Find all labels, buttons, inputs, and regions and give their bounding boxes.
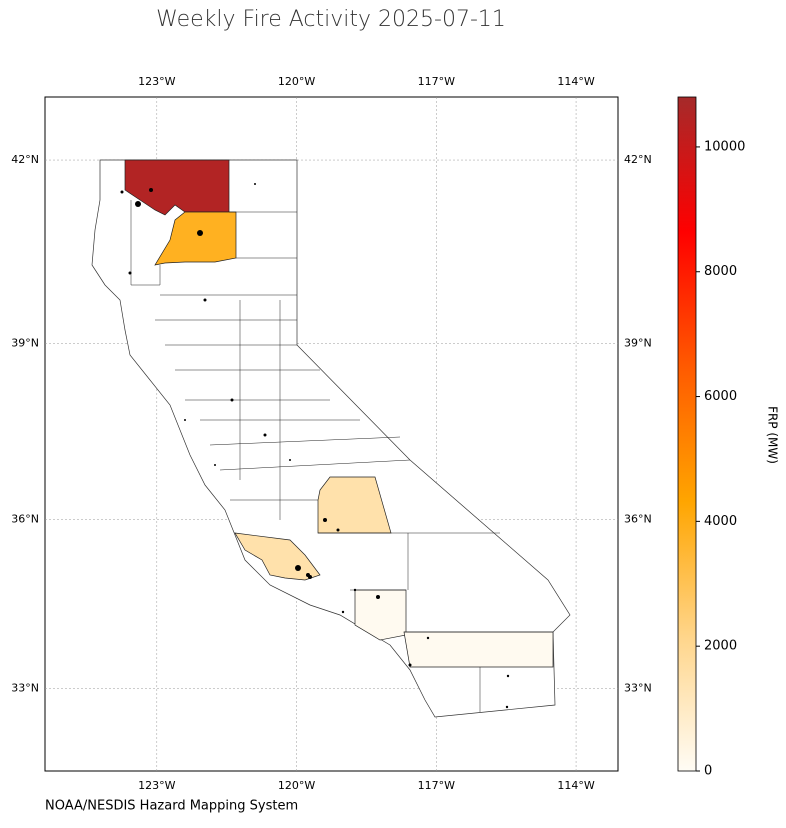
fire-detection [295, 565, 301, 571]
colorbar-tick-label: 2000 [704, 639, 737, 654]
x-tick-label: 117°W [418, 75, 455, 88]
colorbar-tick-label: 4000 [704, 514, 737, 529]
fire-detection [353, 588, 357, 592]
y-tick-label: 42°N [624, 153, 652, 166]
fire-detection [341, 610, 345, 614]
fire-detection [184, 419, 186, 421]
y-tick-label: 36°N [624, 512, 652, 525]
fire-detection [135, 201, 141, 207]
fire-detection [263, 433, 267, 437]
fire-detection [336, 528, 340, 532]
x-tick-label: 120°W [278, 75, 315, 88]
fire-detection [230, 398, 234, 402]
y-tick-label: 33°N [11, 682, 39, 695]
colorbar-tick-label: 6000 [704, 389, 737, 404]
fire-detection [128, 271, 132, 275]
y-tick-label: 33°N [624, 682, 652, 695]
colorbar-tick-label: 0 [704, 764, 712, 779]
x-tick-label: 123°W [138, 75, 175, 88]
fire-detection [203, 298, 207, 302]
colorbar-tick-label: 10000 [704, 139, 745, 154]
x-tick-label: 120°W [278, 779, 315, 792]
fire-detection [254, 183, 256, 185]
x-tick-label: 114°W [557, 75, 594, 88]
fire-detection [149, 188, 153, 192]
fire-detection [408, 663, 412, 667]
y-tick-label: 42°N [11, 153, 39, 166]
colorbar [677, 96, 697, 772]
fire-detection [120, 190, 124, 194]
colorbar-label: FRP (MW) [766, 406, 780, 464]
fire-detection [426, 636, 430, 640]
fire-detection [308, 575, 312, 579]
colorbar-tick-label: 8000 [704, 264, 737, 279]
y-tick-label: 39°N [624, 336, 652, 349]
fire-detection [289, 459, 291, 461]
fire-detection [323, 518, 327, 522]
x-tick-label: 123°W [138, 779, 175, 792]
fire-detection [376, 595, 380, 599]
state-outline [91, 159, 571, 718]
y-tick-label: 36°N [11, 512, 39, 525]
source-note: NOAA/NESDIS Hazard Mapping System [45, 799, 298, 814]
fire-detection [505, 705, 509, 709]
y-tick-label: 39°N [11, 336, 39, 349]
fire-detection [214, 464, 216, 466]
county-fill [124, 159, 230, 216]
fire-detection [506, 674, 510, 678]
county-fill [154, 211, 237, 266]
fire-detection [197, 230, 203, 236]
county-fill [403, 631, 554, 668]
county-borders [130, 200, 553, 712]
map-title: Weekly Fire Activity 2025-07-11 [156, 7, 506, 32]
x-tick-label: 117°W [418, 779, 455, 792]
x-tick-label: 114°W [557, 779, 594, 792]
